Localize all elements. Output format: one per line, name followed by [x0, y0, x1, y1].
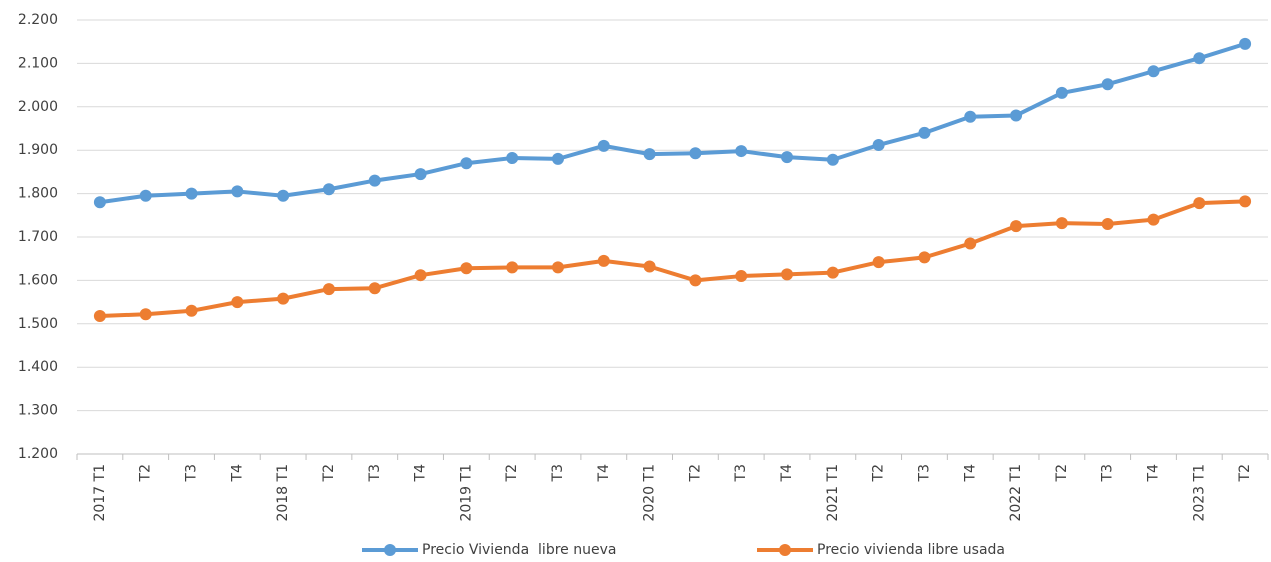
y-tick-label: 2.200 [18, 12, 58, 28]
x-tick-label: T4 [229, 464, 245, 483]
legend-label: Precio Vivienda libre nueva [422, 542, 616, 558]
marker [689, 147, 702, 160]
marker [277, 292, 290, 305]
marker [1101, 217, 1114, 230]
legend-label: Precio vivienda libre usada [817, 542, 1005, 558]
x-tick-label: T4 [779, 464, 795, 483]
marker [460, 262, 473, 275]
x-tick-label: 2019 T1 [458, 464, 474, 522]
marker [139, 308, 152, 321]
marker [93, 196, 106, 209]
marker [185, 304, 198, 317]
y-tick-label: 2.000 [18, 99, 58, 115]
x-tick-label: T2 [1054, 464, 1070, 482]
y-tick-label: 1.500 [18, 316, 58, 332]
x-tick-label: T2 [321, 464, 337, 482]
legend-marker [384, 544, 396, 556]
marker [506, 152, 519, 165]
x-tick-label: 2021 T1 [825, 464, 841, 522]
x-tick-label: 2022 T1 [1008, 464, 1024, 522]
x-tick-label: T4 [596, 464, 612, 483]
y-tick-label: 1.900 [18, 142, 58, 158]
marker [872, 138, 885, 151]
marker [139, 189, 152, 202]
marker [322, 283, 335, 296]
marker [735, 145, 748, 158]
marker [506, 261, 519, 274]
marker [1193, 197, 1206, 210]
x-tick-label: 2020 T1 [642, 464, 658, 522]
marker [1010, 220, 1023, 233]
x-tick-label: T4 [962, 464, 978, 483]
series-line [99, 41, 1246, 205]
series-line [99, 199, 1246, 318]
marker [781, 268, 794, 281]
marker [826, 153, 839, 166]
marker [322, 183, 335, 196]
marker [1193, 52, 1206, 65]
marker [1055, 86, 1068, 99]
marker [1055, 217, 1068, 230]
x-tick-label: T3 [733, 464, 749, 482]
y-tick-label: 1.600 [18, 272, 58, 288]
marker [460, 157, 473, 170]
x-tick-label: T3 [184, 464, 200, 482]
marker [368, 282, 381, 295]
marker [643, 260, 656, 273]
marker [551, 261, 564, 274]
marker [414, 269, 427, 282]
x-tick-label: T2 [504, 464, 520, 482]
marker [368, 174, 381, 187]
marker [1101, 78, 1114, 91]
marker [826, 266, 839, 279]
x-tick-label: 2018 T1 [275, 464, 291, 522]
marker [689, 274, 702, 287]
marker [1239, 195, 1252, 208]
marker [872, 256, 885, 269]
y-tick-label: 1.400 [18, 359, 58, 375]
marker [964, 110, 977, 123]
marker [1239, 37, 1252, 50]
marker [1010, 109, 1023, 122]
y-tick-label: 1.800 [18, 186, 58, 202]
legend-marker [779, 544, 791, 556]
x-tick-label: T4 [413, 464, 429, 483]
marker [1147, 65, 1160, 78]
y-tick-label: 1.200 [18, 446, 58, 462]
marker [93, 309, 106, 322]
x-tick-label: T3 [550, 464, 566, 482]
marker [781, 151, 794, 164]
marker [277, 189, 290, 202]
x-tick-label: T3 [1100, 464, 1116, 482]
x-tick-label: T3 [916, 464, 932, 482]
x-tick-label: T2 [871, 464, 887, 482]
marker [964, 237, 977, 250]
marker [551, 152, 564, 165]
marker [231, 296, 244, 309]
x-tick-label: T2 [1237, 464, 1253, 482]
marker [597, 139, 610, 152]
marker [414, 168, 427, 181]
y-tick-label: 1.700 [18, 229, 58, 245]
marker [1147, 213, 1160, 226]
marker [643, 148, 656, 161]
x-tick-label: T4 [1145, 464, 1161, 483]
marker [918, 126, 931, 139]
y-tick-label: 1.300 [18, 403, 58, 419]
x-tick-label: T2 [138, 464, 154, 482]
marker [597, 254, 610, 267]
marker [735, 270, 748, 283]
x-tick-label: 2017 T1 [92, 464, 108, 522]
y-tick-label: 2.100 [18, 55, 58, 71]
marker [918, 251, 931, 264]
marker [231, 185, 244, 198]
x-tick-label: 2023 T1 [1191, 464, 1207, 522]
x-tick-label: T2 [687, 464, 703, 482]
x-tick-label: T3 [367, 464, 383, 482]
marker [185, 187, 198, 200]
